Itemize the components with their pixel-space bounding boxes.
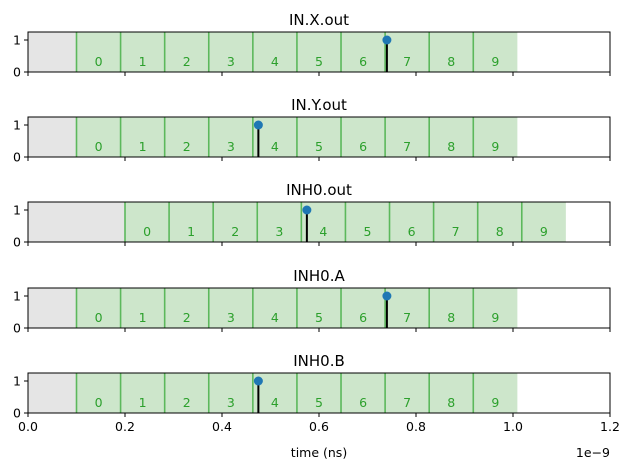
y-tick-label: 0 [13, 150, 21, 165]
slot-label: 8 [447, 54, 455, 69]
panel-title: INH0.A [293, 267, 345, 285]
slot-label: 9 [491, 395, 499, 410]
slot-label: 7 [452, 224, 460, 239]
slot-label: 4 [271, 395, 279, 410]
x-tick-label: 0.0 [18, 419, 38, 434]
slot-label: 9 [491, 310, 499, 325]
x-axis-label: time (ns) [291, 445, 347, 460]
slot-label: 6 [359, 54, 367, 69]
slot-label: 0 [95, 310, 103, 325]
panel-1: 0 1 2 3 4 5 6 7 8 9 IN.X.out 0 1 [13, 11, 611, 80]
slot-label: 5 [315, 395, 323, 410]
slot-label: 7 [403, 310, 411, 325]
slot-label: 3 [227, 310, 235, 325]
slot-label: 4 [271, 310, 279, 325]
event-marker [253, 120, 263, 130]
pre-start-region [28, 32, 77, 72]
panel-5: 0 1 2 3 4 5 6 7 8 9 INH0.B 0 1 0.0 0.2 0.4 0.6 0.8 1.0 1.2 [13, 352, 620, 434]
panel-title: IN.Y.out [291, 96, 347, 114]
slot-label: 5 [315, 54, 323, 69]
slot-label: 3 [227, 54, 235, 69]
y-tick-label: 0 [13, 65, 21, 80]
y-tick-label: 0 [13, 406, 21, 421]
slot-label: 4 [319, 224, 327, 239]
slot-label: 0 [143, 224, 151, 239]
panel-4: 0 1 2 3 4 5 6 7 8 9 INH0.A 0 1 [13, 267, 611, 336]
slot-label: 1 [139, 395, 147, 410]
slot-label: 1 [139, 310, 147, 325]
x-tick-label: 1.2 [600, 419, 620, 434]
slot-label: 2 [183, 395, 191, 410]
panel-title: INH0.out [286, 181, 352, 199]
slot-label: 2 [183, 54, 191, 69]
slot-label: 6 [359, 395, 367, 410]
slot-label: 8 [447, 395, 455, 410]
x-tick-label: 0.2 [115, 419, 135, 434]
slot-label: 2 [183, 139, 191, 154]
pre-start-region [28, 373, 77, 413]
slot-label: 5 [315, 139, 323, 154]
y-tick-label: 1 [13, 118, 21, 133]
y-tick-label: 1 [13, 289, 21, 304]
slot-label: 6 [359, 139, 367, 154]
slot-label: 1 [139, 139, 147, 154]
slot-label: 6 [359, 310, 367, 325]
slot-label: 0 [95, 139, 103, 154]
x-tick-label: 1.0 [503, 419, 523, 434]
slot-label: 7 [403, 54, 411, 69]
slot-label: 1 [139, 54, 147, 69]
panel-title: INH0.B [293, 352, 345, 370]
panel-3: 0 1 2 3 4 5 6 7 8 9 INH0.out 0 1 [13, 181, 611, 250]
event-marker [302, 205, 312, 215]
slot-label: 7 [403, 395, 411, 410]
y-tick-label: 0 [13, 235, 21, 250]
slot-label: 8 [496, 224, 504, 239]
slot-label: 8 [447, 310, 455, 325]
x-axis-multiplier: 1e−9 [576, 445, 610, 460]
slot-label: 5 [363, 224, 371, 239]
slot-label: 2 [183, 310, 191, 325]
panel-title: IN.X.out [289, 11, 349, 29]
slot-label: 3 [275, 224, 283, 239]
pre-start-region [28, 202, 125, 242]
slot-label: 4 [271, 139, 279, 154]
slot-label: 8 [447, 139, 455, 154]
y-tick-label: 1 [13, 33, 21, 48]
slot-label: 6 [408, 224, 416, 239]
slot-label: 0 [95, 395, 103, 410]
slot-label: 4 [271, 54, 279, 69]
event-marker [382, 291, 392, 301]
pre-start-region [28, 117, 77, 157]
slot-label: 9 [540, 224, 548, 239]
y-tick-label: 1 [13, 374, 21, 389]
x-tick-label: 0.6 [309, 419, 329, 434]
y-tick-label: 0 [13, 321, 21, 336]
slot-label: 2 [231, 224, 239, 239]
slot-label: 3 [227, 139, 235, 154]
slot-label: 1 [187, 224, 195, 239]
x-tick-label: 0.4 [212, 419, 232, 434]
y-tick-label: 1 [13, 203, 21, 218]
pre-start-region [28, 288, 77, 328]
slot-label: 5 [315, 310, 323, 325]
slot-label: 9 [491, 139, 499, 154]
chart-panels: 0 1 2 3 4 5 6 7 8 9 IN.X.out 0 1 0 1 2 3 4 5 6 7 8 9 IN.Y.out 0 1… [13, 11, 620, 434]
x-tick-label: 0.8 [406, 419, 426, 434]
event-marker [382, 35, 392, 45]
slot-label: 3 [227, 395, 235, 410]
slot-label: 9 [491, 54, 499, 69]
event-marker [253, 376, 263, 386]
slot-label: 0 [95, 54, 103, 69]
slot-label: 7 [403, 139, 411, 154]
panel-2: 0 1 2 3 4 5 6 7 8 9 IN.Y.out 0 1 [13, 96, 611, 165]
